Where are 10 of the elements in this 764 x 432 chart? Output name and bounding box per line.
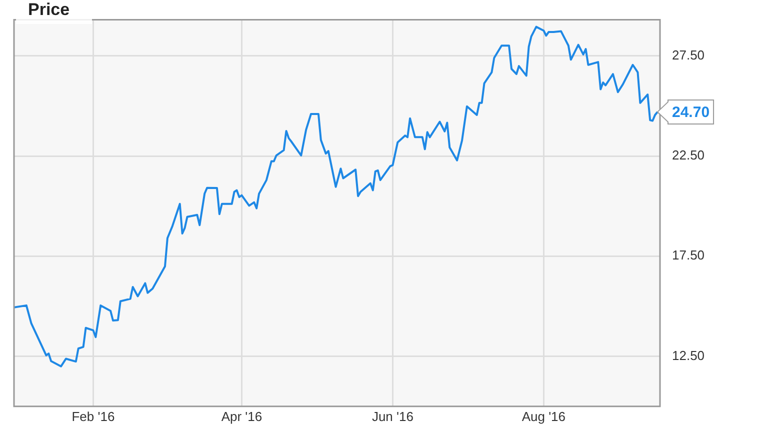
- x-tick-label: Feb '16: [72, 408, 115, 424]
- x-tick-label: Aug '16: [522, 408, 566, 424]
- x-tick-label: Jun '16: [372, 408, 414, 424]
- y-tick-label: 27.50: [672, 47, 705, 62]
- chart-title: Price: [16, 0, 92, 24]
- x-tick-label: Apr '16: [221, 408, 262, 424]
- annotation: 24.70: [672, 104, 710, 122]
- y-tick-label: 12.50: [672, 348, 705, 363]
- y-tick-label: 17.50: [672, 248, 705, 263]
- y-tick-label: 22.50: [672, 148, 705, 163]
